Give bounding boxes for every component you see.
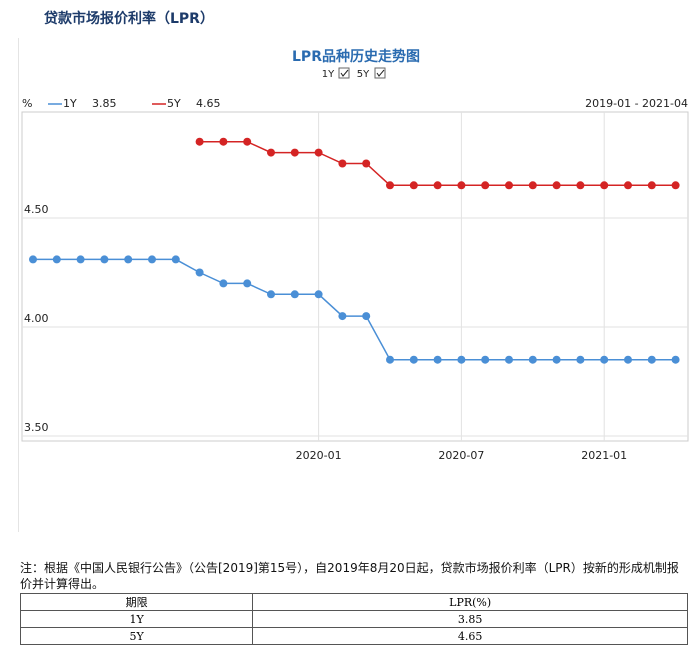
x-tick-label: 2021-01 — [581, 449, 627, 462]
point — [267, 290, 275, 299]
note: 注：根据《中国人民银行公告》（公告[2019]第15号），自2019年8月20日… — [20, 561, 679, 591]
point — [314, 148, 323, 157]
point — [671, 355, 680, 364]
point — [338, 312, 347, 321]
point — [505, 181, 513, 190]
y-tick-label: 4.50 — [24, 203, 49, 216]
point — [481, 181, 490, 190]
point — [457, 181, 466, 190]
y-tick-label: 4.00 — [24, 312, 49, 325]
point — [148, 255, 156, 264]
checkmark — [340, 69, 349, 77]
x-tick-label: 2020-07 — [438, 449, 484, 462]
point — [647, 355, 656, 364]
point — [552, 181, 561, 190]
point — [52, 255, 61, 264]
legend-label: 5Y — [167, 97, 181, 110]
point — [362, 312, 371, 321]
y-unit: % — [22, 97, 32, 110]
checkmark — [376, 69, 385, 77]
toggle-label[interactable]: 5Y — [357, 69, 370, 80]
point — [290, 290, 299, 299]
series-line — [33, 258, 676, 361]
point — [409, 181, 418, 190]
point — [624, 181, 632, 190]
point — [576, 181, 585, 190]
legend-value: 3.85 — [92, 97, 117, 110]
point — [76, 255, 85, 264]
point — [505, 355, 513, 364]
point — [528, 355, 537, 364]
lpr-table: 期限 LPR(%) 1Y 3.85 5Y 4.65 — [19, 593, 688, 645]
chart-title: LPR品种历史走势图 — [292, 48, 420, 65]
table-header: LPR(%) — [252, 593, 688, 611]
point — [29, 255, 37, 264]
point — [219, 279, 228, 288]
point — [409, 355, 418, 364]
toggle-label[interactable]: 1Y — [322, 69, 335, 80]
checkbox[interactable] — [374, 67, 386, 79]
point — [124, 255, 133, 264]
point — [386, 355, 394, 364]
point — [457, 355, 466, 364]
point — [243, 279, 252, 288]
header-title: 贷款市场报价利率（LPR） — [44, 11, 214, 27]
point — [386, 181, 394, 190]
point — [267, 148, 275, 157]
point — [433, 355, 442, 364]
point — [528, 181, 537, 190]
chart: LPR品种历史走势图 1Y 5Y % 2019-01 - 2021-04 3.5… — [21, 48, 689, 462]
point — [195, 137, 204, 146]
x-tick-label: 2020-01 — [296, 449, 342, 462]
chart-panel — [18, 38, 693, 532]
point — [671, 181, 680, 190]
point — [433, 181, 442, 190]
point — [290, 148, 299, 157]
table-cell: 3.85 — [252, 610, 688, 628]
point — [600, 355, 609, 364]
range-label: 2019-01 - 2021-04 — [585, 97, 688, 110]
point — [552, 355, 561, 364]
point — [362, 159, 371, 168]
point — [314, 290, 323, 299]
y-tick-label: 3.50 — [24, 421, 49, 434]
point — [576, 355, 585, 364]
point — [100, 255, 109, 264]
point — [243, 137, 252, 146]
checkbox[interactable] — [338, 67, 350, 79]
point — [481, 355, 490, 364]
point — [195, 268, 204, 277]
table-header: 期限 — [19, 593, 254, 611]
legend-label: 1Y — [63, 97, 77, 110]
table-cell: 1Y — [19, 610, 254, 628]
legend-value: 4.65 — [196, 97, 221, 110]
table-cell: 4.65 — [252, 627, 688, 645]
point — [624, 355, 632, 364]
point — [171, 255, 180, 264]
point — [338, 159, 347, 168]
point — [219, 137, 228, 146]
point — [647, 181, 656, 190]
point — [600, 181, 609, 190]
table-cell: 5Y — [19, 627, 254, 645]
plot-frame — [21, 111, 689, 442]
